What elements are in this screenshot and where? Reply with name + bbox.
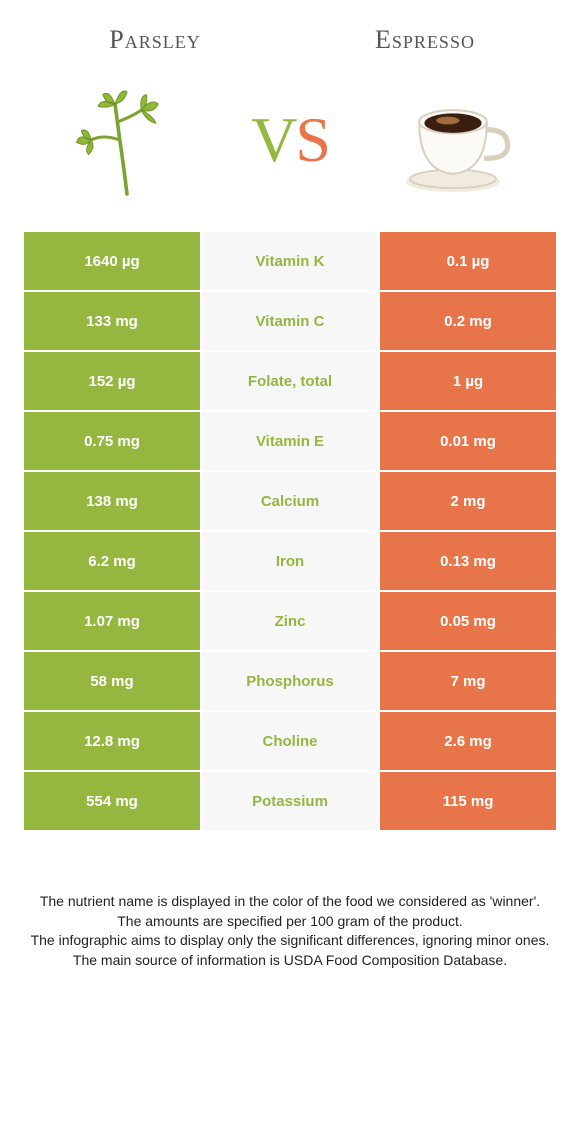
table-row: 0.75 mgVitamin E0.01 mg bbox=[23, 411, 557, 471]
table-row: 138 mgCalcium2 mg bbox=[23, 471, 557, 531]
vs-label: VS bbox=[251, 103, 329, 177]
nutrient-table: 1640 µgVitamin K0.1 µg133 mgVitamin C0.2… bbox=[22, 230, 558, 832]
table-row: 58 mgPhosphorus7 mg bbox=[23, 651, 557, 711]
vs-v-letter: V bbox=[251, 104, 295, 175]
nutrient-name-cell: Choline bbox=[201, 711, 379, 771]
footer-line-4: The main source of information is USDA F… bbox=[30, 951, 550, 971]
table-row: 6.2 mgIron0.13 mg bbox=[23, 531, 557, 591]
table-row: 554 mgPotassium115 mg bbox=[23, 771, 557, 831]
left-value-cell: 133 mg bbox=[23, 291, 201, 351]
right-value-cell: 0.1 µg bbox=[379, 231, 557, 291]
right-value-cell: 1 µg bbox=[379, 351, 557, 411]
left-value-cell: 6.2 mg bbox=[23, 531, 201, 591]
footer-line-1: The nutrient name is displayed in the co… bbox=[30, 892, 550, 912]
left-value-cell: 1.07 mg bbox=[23, 591, 201, 651]
right-food-title: Espresso bbox=[325, 25, 525, 55]
left-value-cell: 12.8 mg bbox=[23, 711, 201, 771]
vs-s-letter: S bbox=[295, 104, 329, 175]
nutrient-name-cell: Folate, total bbox=[201, 351, 379, 411]
images-row: VS bbox=[0, 65, 580, 230]
right-value-cell: 0.05 mg bbox=[379, 591, 557, 651]
nutrient-name-cell: Iron bbox=[201, 531, 379, 591]
right-value-cell: 115 mg bbox=[379, 771, 557, 831]
nutrient-name-cell: Vitamin K bbox=[201, 231, 379, 291]
right-value-cell: 7 mg bbox=[379, 651, 557, 711]
espresso-icon bbox=[383, 70, 523, 210]
table-row: 1.07 mgZinc0.05 mg bbox=[23, 591, 557, 651]
footer-notes: The nutrient name is displayed in the co… bbox=[0, 832, 580, 990]
table-row: 152 µgFolate, total1 µg bbox=[23, 351, 557, 411]
left-value-cell: 1640 µg bbox=[23, 231, 201, 291]
right-value-cell: 0.13 mg bbox=[379, 531, 557, 591]
left-value-cell: 138 mg bbox=[23, 471, 201, 531]
left-food-title: Parsley bbox=[55, 25, 255, 55]
left-value-cell: 58 mg bbox=[23, 651, 201, 711]
left-value-cell: 0.75 mg bbox=[23, 411, 201, 471]
nutrient-name-cell: Calcium bbox=[201, 471, 379, 531]
left-value-cell: 152 µg bbox=[23, 351, 201, 411]
nutrient-name-cell: Potassium bbox=[201, 771, 379, 831]
table-row: 12.8 mgCholine2.6 mg bbox=[23, 711, 557, 771]
parsley-icon bbox=[57, 70, 197, 210]
nutrient-table-wrap: 1640 µgVitamin K0.1 µg133 mgVitamin C0.2… bbox=[0, 230, 580, 832]
right-value-cell: 2.6 mg bbox=[379, 711, 557, 771]
header: Parsley Espresso bbox=[0, 0, 580, 65]
left-value-cell: 554 mg bbox=[23, 771, 201, 831]
nutrient-name-cell: Vitamin E bbox=[201, 411, 379, 471]
table-row: 133 mgVitamin C0.2 mg bbox=[23, 291, 557, 351]
right-value-cell: 2 mg bbox=[379, 471, 557, 531]
nutrient-name-cell: Vitamin C bbox=[201, 291, 379, 351]
right-value-cell: 0.01 mg bbox=[379, 411, 557, 471]
table-row: 1640 µgVitamin K0.1 µg bbox=[23, 231, 557, 291]
nutrient-name-cell: Zinc bbox=[201, 591, 379, 651]
footer-line-2: The amounts are specified per 100 gram o… bbox=[30, 912, 550, 932]
footer-line-3: The infographic aims to display only the… bbox=[30, 931, 550, 951]
nutrient-name-cell: Phosphorus bbox=[201, 651, 379, 711]
right-value-cell: 0.2 mg bbox=[379, 291, 557, 351]
